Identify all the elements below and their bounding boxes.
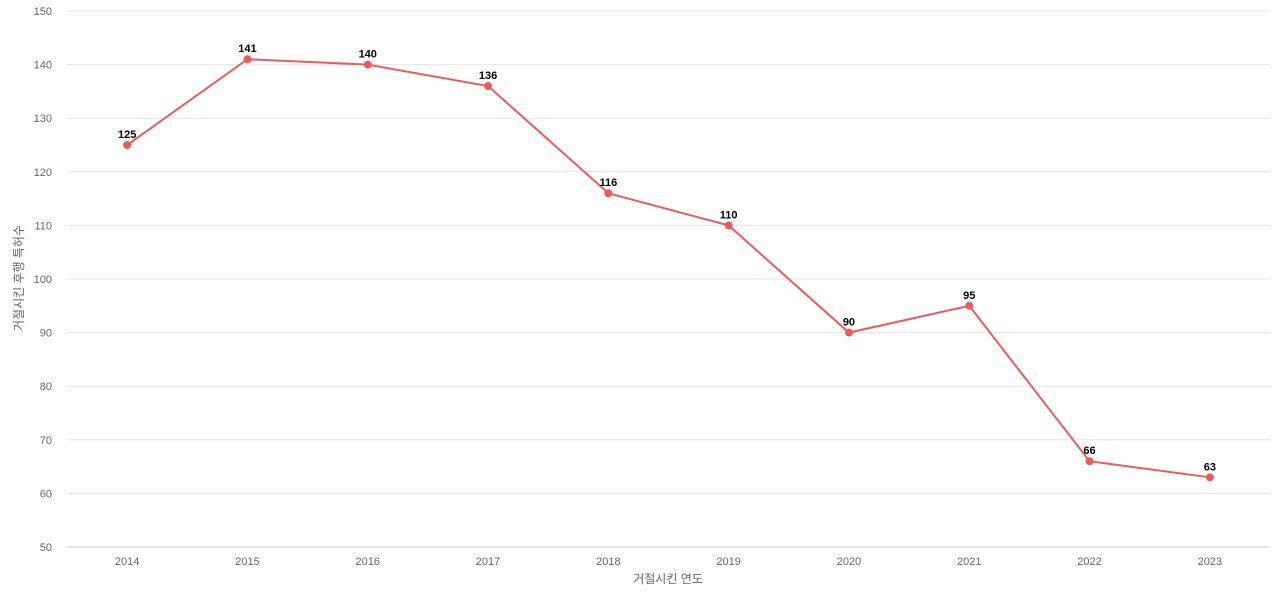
data-point: [243, 55, 252, 64]
y-tick-label: 140: [34, 60, 52, 72]
x-axis-title: 거절시킨 연도: [633, 572, 703, 586]
x-tick-label: 2019: [716, 556, 740, 568]
data-point: [484, 82, 493, 91]
y-axis-title: 거절시킨 후행 특허수: [11, 225, 26, 331]
x-tick-label: 2014: [115, 556, 139, 568]
x-tick-label: 2021: [957, 556, 981, 568]
series-layer: [123, 55, 1214, 482]
data-label: 66: [1083, 445, 1095, 457]
data-point: [123, 141, 132, 149]
data-label: 63: [1204, 461, 1216, 473]
data-label-layer: 125 141 140 136 116 110 90 95 66 63: [118, 43, 1216, 473]
x-tick-label: 2015: [235, 556, 259, 568]
data-label: 110: [720, 209, 738, 221]
x-tick-label: 2017: [476, 556, 500, 568]
x-tick-label: 2016: [356, 556, 380, 568]
y-tick-label: 70: [40, 435, 52, 447]
y-tick-label: 60: [40, 488, 52, 500]
x-tick-label: 2020: [837, 556, 861, 568]
data-point: [724, 221, 733, 230]
y-tick-label: 50: [40, 542, 52, 554]
data-point: [1085, 457, 1094, 466]
axis-layer: 50 60 70 80 90 100 110 120 130 140 150 2014 2015 2016…: [34, 6, 1270, 568]
data-label: 116: [599, 177, 617, 189]
x-tick-label: 2022: [1077, 556, 1101, 568]
y-tick-label: 110: [34, 220, 52, 232]
data-point: [604, 189, 613, 198]
data-point: [1205, 473, 1214, 482]
y-tick-label: 120: [34, 167, 52, 179]
data-point: [363, 60, 372, 69]
y-tick-label: 100: [34, 274, 52, 286]
y-tick-label: 90: [40, 328, 52, 340]
data-point: [965, 301, 974, 310]
x-tick-label: 2018: [596, 556, 620, 568]
x-tick-label: 2023: [1198, 556, 1222, 568]
y-tick-label: 150: [34, 6, 52, 18]
data-label: 141: [238, 43, 256, 55]
data-label: 140: [359, 49, 377, 61]
data-point: [844, 328, 853, 337]
grid-layer: [67, 10, 1270, 494]
y-tick-label: 130: [34, 113, 52, 125]
y-tick-label: 80: [40, 381, 52, 393]
data-label: 136: [479, 70, 497, 82]
data-label: 125: [118, 129, 136, 141]
series-line: [126, 58, 1210, 479]
data-label: 95: [963, 290, 975, 302]
data-label: 90: [843, 317, 855, 329]
